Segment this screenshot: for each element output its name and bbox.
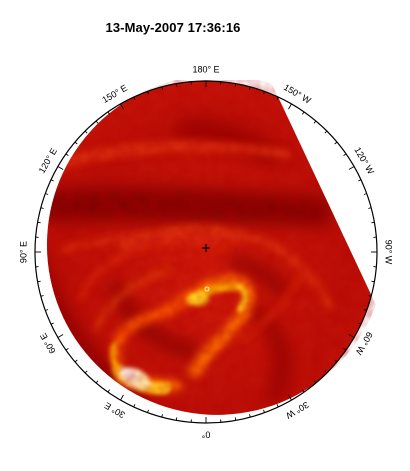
pole-marker — [202, 244, 210, 252]
rim-tick — [334, 141, 338, 145]
longitude-label: 90° E — [18, 241, 28, 263]
rim-tick — [288, 394, 292, 401]
rim-tick — [133, 96, 136, 100]
rim-tick — [313, 120, 317, 124]
rim-tick — [343, 153, 347, 156]
longitude-label: 120° W — [352, 145, 376, 176]
rim-tick — [74, 141, 78, 145]
rim-tick — [45, 309, 49, 311]
rim-tick — [147, 409, 149, 413]
rim-tick — [50, 179, 54, 182]
rim-tick — [175, 83, 178, 87]
longitude-label: 60° E — [38, 331, 58, 355]
rim-tick — [161, 414, 163, 418]
longitude-label: 180° E — [192, 64, 219, 74]
rim-tick — [45, 193, 49, 195]
rim-tick — [133, 404, 136, 408]
rim-tick — [371, 221, 375, 224]
rim-tick — [57, 334, 64, 338]
rim-tick — [348, 334, 355, 338]
rim-tick — [84, 130, 88, 134]
vortex-center-marker — [204, 286, 210, 292]
rim-tick — [358, 179, 362, 182]
rim-tick — [249, 86, 251, 90]
rim-tick — [343, 348, 347, 351]
rim-tick — [276, 96, 279, 100]
longitude-label: 0° — [201, 430, 210, 440]
rim-tick — [57, 166, 64, 170]
rim-tick — [324, 130, 328, 134]
longitude-label: 90° W — [384, 240, 394, 265]
rim-tick — [313, 380, 317, 384]
rim-tick — [348, 166, 355, 170]
rim-tick — [263, 409, 265, 413]
rim-tick — [161, 86, 163, 90]
cloud-image — [46, 80, 376, 415]
rim-tick — [371, 280, 375, 283]
rim-tick — [363, 309, 367, 311]
rim-tick — [65, 153, 69, 156]
rim-tick — [74, 359, 78, 363]
rim-tick — [368, 295, 372, 297]
rim-tick — [95, 120, 99, 124]
rim-tick — [95, 380, 99, 384]
rim-tick — [84, 370, 88, 374]
rim-tick — [249, 414, 251, 418]
rim-tick — [302, 111, 305, 115]
rim-tick-marks — [35, 81, 377, 423]
rim-tick — [324, 370, 328, 374]
rim-tick — [276, 404, 279, 408]
rim-tick — [120, 394, 124, 401]
rim-tick — [288, 103, 292, 110]
rim-tick — [40, 207, 44, 209]
rim-tick — [37, 221, 41, 224]
rim-tick — [175, 417, 178, 421]
rim-tick — [363, 193, 367, 195]
rim-tick — [107, 111, 110, 115]
longitude-label: 150° W — [282, 82, 313, 106]
rim-tick — [234, 417, 237, 421]
rim-tick — [107, 389, 110, 393]
rim-tick — [234, 83, 237, 87]
rim-tick — [40, 295, 44, 297]
rim-tick — [147, 91, 149, 95]
rim-tick — [65, 348, 69, 351]
rim-tick — [263, 91, 265, 95]
rim-tick — [368, 207, 372, 209]
rim-tick — [50, 322, 54, 325]
rim-tick — [334, 359, 338, 363]
rim-tick — [120, 103, 124, 110]
rim-tick — [358, 322, 362, 325]
rim-tick — [37, 280, 41, 283]
rim-tick — [302, 389, 305, 393]
longitude-label: 30° E — [103, 400, 127, 420]
plot-title: 13-May-2007 17:36:16 — [105, 20, 241, 35]
